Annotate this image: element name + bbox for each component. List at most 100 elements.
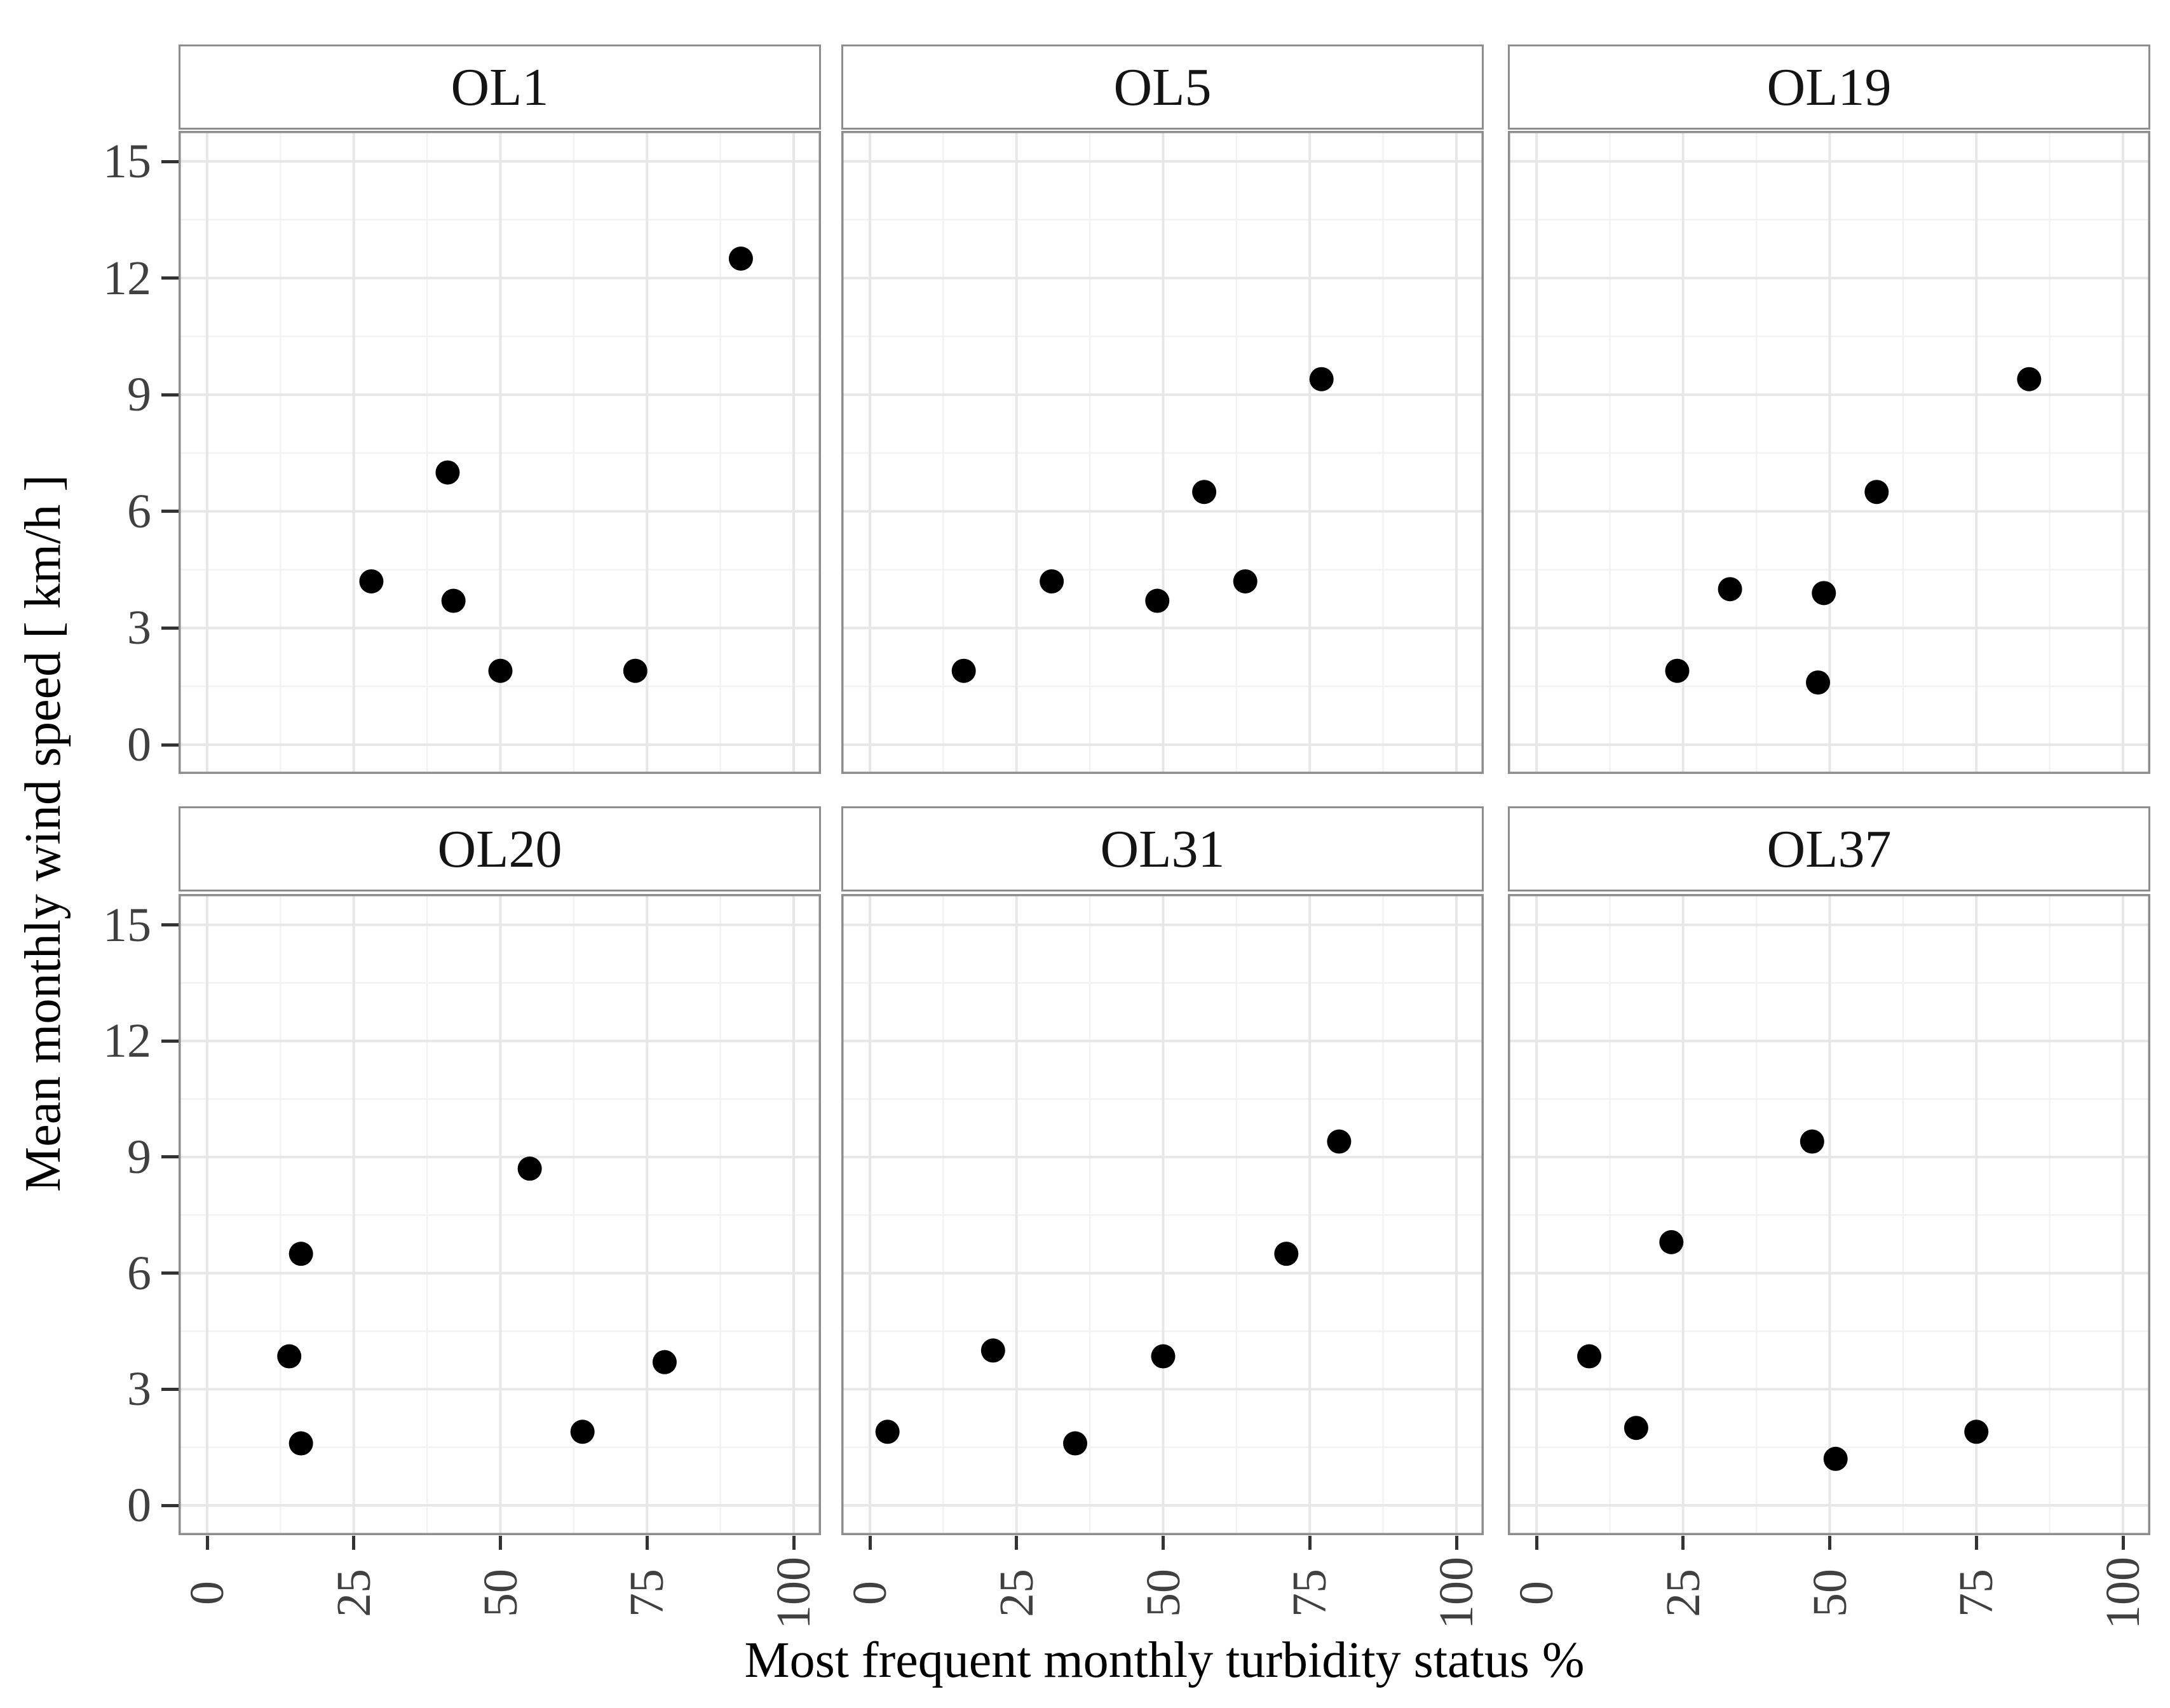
x-tick-mark <box>1535 1536 1538 1550</box>
facet-panel-OL20 <box>179 894 821 1535</box>
x-tick-mark <box>1974 1536 1978 1550</box>
x-tick-mark <box>352 1536 356 1550</box>
data-point <box>277 1344 302 1369</box>
x-tick-mark <box>499 1536 502 1550</box>
data-point <box>1964 1420 1989 1444</box>
x-tick-mark <box>645 1536 649 1550</box>
data-point <box>1823 1446 1848 1471</box>
data-point <box>441 588 466 613</box>
data-point <box>1718 577 1742 602</box>
x-tick-mark <box>792 1536 796 1550</box>
x-tick-mark <box>868 1536 872 1550</box>
data-point <box>1812 581 1836 606</box>
y-tick-mark <box>161 393 179 396</box>
data-point <box>1309 367 1334 391</box>
data-point <box>1665 658 1690 683</box>
data-point <box>517 1156 542 1181</box>
y-tick-label: 3 <box>127 1362 151 1416</box>
facet-strip-OL37: OL37 <box>1508 806 2150 891</box>
data-point <box>570 1420 595 1444</box>
data-point <box>1659 1230 1684 1254</box>
panel-border <box>1508 131 2150 774</box>
data-point <box>1624 1416 1648 1440</box>
facet-strip-label: OL37 <box>1767 819 1892 879</box>
y-axis-title: Mean monthly wind speed [ km/h ] <box>15 474 71 1192</box>
data-point <box>1800 1129 1824 1154</box>
data-point <box>2017 367 2042 391</box>
facet-panel-OL37 <box>1508 894 2150 1535</box>
data-point <box>288 1431 313 1456</box>
y-tick-mark <box>161 626 179 630</box>
y-tick-mark <box>161 923 179 926</box>
facet-strip-OL1: OL1 <box>179 44 821 130</box>
facet-strip-OL20: OL20 <box>179 806 821 891</box>
facet-panel-OL19 <box>1508 131 2150 774</box>
facet-panel-OL1 <box>179 131 821 774</box>
y-tick-mark <box>161 1503 179 1507</box>
y-tick-label: 12 <box>103 1014 151 1068</box>
data-point <box>1233 569 1258 593</box>
y-axis-title-wrap: Mean monthly wind speed [ km/h ] <box>1 131 85 1535</box>
y-tick-mark <box>161 276 179 280</box>
data-point <box>1040 569 1064 593</box>
y-tick-label: 6 <box>127 484 151 538</box>
panel-border <box>841 131 1484 774</box>
panel-border <box>841 894 1484 1535</box>
y-tick-mark <box>161 1271 179 1275</box>
facet-strip-OL31: OL31 <box>841 806 1484 891</box>
y-tick-mark <box>161 1155 179 1159</box>
data-point <box>1806 670 1831 695</box>
data-point <box>980 1338 1005 1363</box>
data-point <box>1864 480 1889 505</box>
data-point <box>623 658 648 683</box>
y-tick-label: 0 <box>127 718 151 771</box>
x-axis-title: Most frequent monthly turbidity status % <box>744 1632 1585 1688</box>
data-point <box>1577 1344 1602 1369</box>
y-tick-label: 9 <box>127 368 151 422</box>
facet-panel-OL31 <box>841 894 1484 1535</box>
data-point <box>728 247 753 271</box>
x-tick-mark <box>1015 1536 1019 1550</box>
facet-panel-OL5 <box>841 131 1484 774</box>
facet-strip-label: OL19 <box>1767 57 1892 117</box>
y-tick-mark <box>161 1387 179 1391</box>
panel-border <box>179 131 821 774</box>
x-tick-mark <box>205 1536 209 1550</box>
y-tick-label: 12 <box>103 251 151 305</box>
panel-border <box>179 894 821 1535</box>
y-tick-mark <box>161 510 179 513</box>
facet-strip-OL19: OL19 <box>1508 44 2150 130</box>
y-tick-label: 9 <box>127 1130 151 1184</box>
y-tick-label: 6 <box>127 1246 151 1300</box>
y-tick-label: 15 <box>103 898 151 952</box>
facet-strip-label: OL31 <box>1100 819 1225 879</box>
facet-strip-OL5: OL5 <box>841 44 1484 130</box>
data-point <box>1063 1431 1088 1456</box>
data-point <box>1145 588 1170 613</box>
x-tick-mark <box>1828 1536 1831 1550</box>
facet-strip-label: OL5 <box>1113 57 1212 117</box>
data-point <box>488 658 513 683</box>
y-tick-mark <box>161 743 179 747</box>
data-point <box>435 460 460 485</box>
x-tick-mark <box>1162 1536 1165 1550</box>
data-point <box>652 1350 677 1374</box>
x-tick-mark <box>2121 1536 2125 1550</box>
data-point <box>359 569 384 593</box>
panel-border <box>1508 894 2150 1535</box>
data-point <box>875 1420 900 1444</box>
y-tick-label: 3 <box>127 601 151 655</box>
x-tick-mark <box>1308 1536 1312 1550</box>
data-point <box>1151 1344 1176 1369</box>
x-tick-mark <box>1455 1536 1458 1550</box>
facet-strip-label: OL20 <box>437 819 562 879</box>
y-tick-label: 15 <box>103 135 151 188</box>
facet-strip-label: OL1 <box>451 57 549 117</box>
data-point <box>951 658 976 683</box>
data-point <box>288 1242 313 1266</box>
data-point <box>1192 480 1217 505</box>
y-tick-mark <box>161 1039 179 1043</box>
data-point <box>1274 1242 1299 1266</box>
y-tick-mark <box>161 159 179 163</box>
